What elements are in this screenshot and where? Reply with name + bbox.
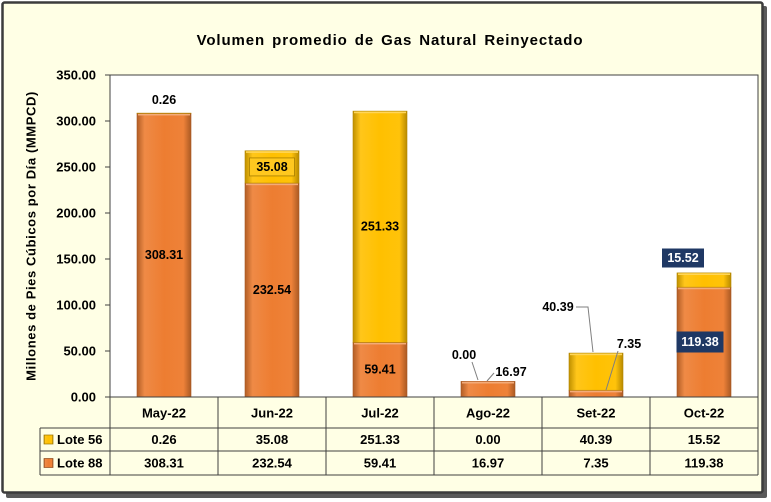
table-cell-lote-56-ago-22: 0.00 [475, 432, 500, 447]
y-tick-label: 200.00 [56, 206, 96, 221]
table-cell-lote-56-jun-22: 35.08 [256, 432, 289, 447]
bar-lote-56-set-22 [568, 352, 624, 391]
table-header-may-22: May-22 [142, 406, 186, 421]
leader-line-lote-56-ago-22 [471, 361, 479, 381]
data-label-lote-88-jun-22: 232.54 [253, 283, 291, 297]
leader-line-lote-88-ago-22 [486, 372, 495, 382]
bar-bevel-lote-56-jul-22 [354, 111, 406, 114]
bar-bevel-lote-56-jun-22 [246, 151, 298, 153]
bar-bevel-lote-56-set-22 [570, 353, 622, 356]
data-label-lote-88-may-22: 308.31 [145, 248, 183, 262]
legend-label-lote-88: Lote 88 [57, 456, 103, 471]
bar-bevel-lote-88-jun-22 [246, 183, 298, 186]
data-label-box-lote-88-oct-22 [676, 331, 724, 353]
table-cell-lote-88-jun-22: 232.54 [252, 456, 293, 471]
table-cell-lote-88-may-22: 308.31 [144, 456, 184, 471]
data-label-lote-56-oct-22: 15.52 [667, 251, 698, 265]
y-tick-label: 300.00 [56, 114, 96, 129]
data-label-lote-56-jun-22: 35.08 [256, 160, 287, 174]
data-label-lote-56-ago-22: 0.00 [452, 348, 476, 362]
bar-lote-56-jul-22 [352, 110, 408, 343]
bars [136, 110, 732, 398]
y-tick-label: 150.00 [56, 252, 96, 267]
table-header-set-22: Set-22 [576, 406, 615, 421]
chart-title: Volumen promedio de Gas Natural Reinyect… [197, 32, 584, 49]
y-tick-label: 100.00 [56, 298, 96, 313]
data-label-lote-88-set-22: 7.35 [617, 337, 641, 351]
table-cell-lote-88-ago-22: 16.97 [472, 456, 505, 471]
data-label-lote-88-ago-22: 16.97 [495, 365, 526, 379]
table-cell-lote-56-may-22: 0.26 [151, 432, 176, 447]
table-cell-lote-56-oct-22: 15.52 [688, 432, 721, 447]
table-header-jul-22: Jul-22 [361, 406, 399, 421]
table-cell-lote-88-oct-22: 119.38 [684, 456, 723, 471]
y-tick-label: 350.00 [56, 68, 96, 83]
legend-key-lote-88 [43, 458, 54, 468]
table-header-ago-22: Ago-22 [466, 406, 510, 421]
y-axis: 0.00 50.00 100.00 150.00 200.00 250.00 300.00 3… [56, 68, 110, 405]
y-tick-label: 0.00 [71, 390, 96, 405]
legend-key-lote-56 [43, 434, 54, 445]
table-header-jun-22: Jun-22 [251, 406, 293, 421]
data-label-lote-56-set-22: 40.39 [542, 300, 573, 314]
table-cell-lote-56-set-22: 40.39 [580, 432, 613, 447]
leader-line-lote-88-set-22 [605, 350, 619, 391]
bar-bevel-lote-88-set-22 [570, 390, 622, 393]
bar-bevel-lote-88-oct-22 [678, 287, 730, 290]
data-label-box-lote-56-oct-22 [662, 248, 704, 268]
data-label-box-lote-56-jun-22 [249, 157, 295, 177]
bar-lote-88-may-22 [136, 113, 192, 398]
data-label-lote-88-oct-22: 119.38 [681, 335, 719, 349]
bar-lote-56-oct-22 [676, 272, 732, 288]
bar-bevel-lote-88-jul-22 [354, 342, 406, 345]
legend-label-lote-56: Lote 56 [57, 432, 103, 447]
y-axis-label: Millones de Pies Cúbicos por Día (MMPCD) [24, 91, 39, 381]
table-cell-lote-88-jul-22: 59.41 [364, 456, 397, 471]
table-cell-lote-88-set-22: 7.35 [583, 456, 608, 471]
data-table: May-22 Jun-22 Jul-22 Ago-22 Set-22 Oct-22 Lote… [39, 397, 759, 476]
bar-lote-88-ago-22 [460, 381, 516, 398]
bar-bevel-lote-56-oct-22 [678, 273, 730, 275]
plot-area [110, 75, 758, 397]
data-label-lote-56-jul-22: 251.33 [361, 220, 399, 234]
bar-bevel-lote-88-ago-22 [462, 381, 514, 384]
bar-bevel-lote-88-may-22 [138, 113, 190, 116]
data-labels: 0.26 35.08 251.33 0.00 40.39 15.52 308.31 232.5… [145, 93, 724, 391]
data-label-lote-88-jul-22: 59.41 [364, 363, 395, 377]
table-header-oct-22: Oct-22 [684, 406, 724, 421]
y-tick-label: 250.00 [56, 160, 96, 175]
table-cell-lote-56-jul-22: 251.33 [360, 432, 400, 447]
bar-lote-88-jun-22 [244, 182, 300, 398]
y-tick-label: 50.00 [63, 344, 96, 359]
leader-line-lote-56-set-22 [576, 306, 594, 353]
data-label-lote-56-may-22: 0.26 [152, 93, 176, 107]
